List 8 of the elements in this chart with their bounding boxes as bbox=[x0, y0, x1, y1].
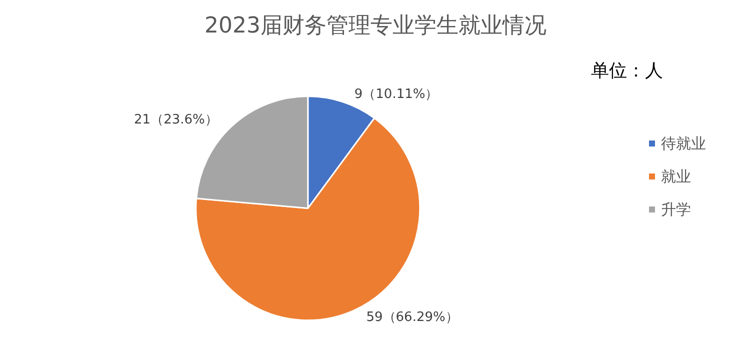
data-label: 9（10.11%） bbox=[354, 86, 438, 102]
chart-title: 2023届财务管理专业学生就业情况 bbox=[204, 14, 546, 38]
legend-label: 升学 bbox=[661, 200, 691, 218]
text: 单位：人 bbox=[591, 60, 663, 82]
legend-label: 待就业 bbox=[661, 134, 706, 152]
data-label: 21（23.6%） bbox=[134, 112, 218, 128]
data-label: 59（66.29%） bbox=[366, 310, 458, 326]
legend-label: 就业 bbox=[661, 168, 691, 186]
